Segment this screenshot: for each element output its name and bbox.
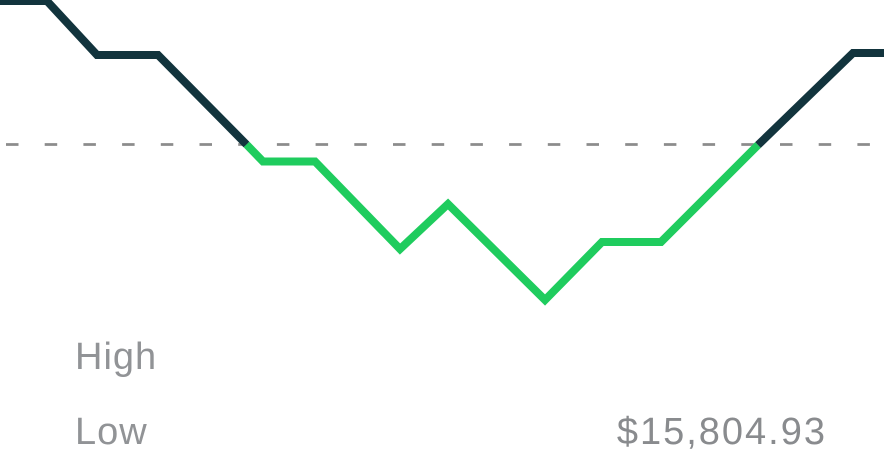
price-line-below-threshold bbox=[243, 141, 761, 306]
stat-label-high: High bbox=[75, 336, 158, 378]
stat-value-low: $15,804.93 bbox=[616, 411, 827, 453]
price-line-above-threshold-left bbox=[0, 0, 250, 148]
price-line-above-threshold-right bbox=[755, 49, 884, 148]
stat-label-low: Low bbox=[75, 411, 148, 453]
